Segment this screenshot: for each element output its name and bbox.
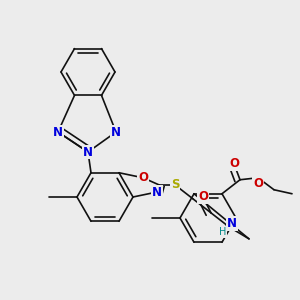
Text: H: H [219, 227, 227, 237]
Text: N: N [111, 125, 121, 139]
Text: S: S [171, 178, 179, 191]
Text: N: N [227, 218, 237, 230]
Text: N: N [152, 185, 162, 199]
Text: N: N [83, 146, 93, 158]
Text: O: O [253, 177, 263, 190]
Text: O: O [198, 190, 208, 203]
Text: N: N [53, 125, 63, 139]
Text: O: O [138, 171, 148, 184]
Text: O: O [229, 157, 239, 170]
